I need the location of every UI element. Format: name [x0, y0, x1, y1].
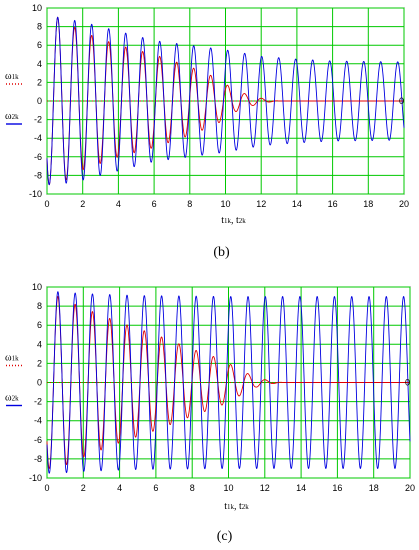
x-tick-label: 2	[80, 199, 85, 209]
x-tick-label: 8	[190, 483, 195, 493]
chart-1: 00 2 4 6 8 10 12 14 16 18 201086420-2-4-6-8-10t1k,…	[5, 282, 415, 544]
x-tick-label: 2	[81, 483, 86, 493]
figure-caption: (c)	[217, 529, 233, 544]
y-tick-label: 8	[37, 301, 42, 311]
x-tick-label: 18	[363, 199, 373, 209]
x-axis-label-part: k	[228, 217, 232, 225]
y-tick-label: -10	[29, 473, 42, 483]
x-tick-label: 16	[332, 483, 342, 493]
y-tick-label: 2	[37, 358, 42, 368]
y-axis-label-series2: ω2k	[5, 393, 19, 404]
x-axis-label-part: t	[224, 501, 227, 512]
x-tick-label: 16	[328, 199, 338, 209]
x-axis-label-part: k	[231, 503, 235, 511]
series-line-omega1	[46, 295, 410, 470]
x-tick-label: 0	[44, 199, 49, 209]
x-axis-label-part: t	[221, 215, 224, 226]
end-value-label: 0	[399, 96, 404, 106]
y-tick-label: 2	[37, 77, 42, 87]
x-tick-label: 20	[405, 483, 415, 493]
x-tick-label: 4	[116, 199, 121, 209]
y-tick-label: -4	[34, 133, 42, 143]
x-axis-label-part: 1	[227, 503, 231, 511]
x-tick-label: 12	[260, 483, 270, 493]
y-tick-label: -6	[34, 435, 42, 445]
x-axis-label-part: , t	[234, 501, 242, 512]
y-tick-label: 0	[37, 96, 42, 106]
x-tick-label: 0	[44, 483, 49, 493]
x-tick-label: 20	[399, 199, 409, 209]
y-tick-label: 6	[37, 320, 42, 330]
y-axis-label-series1: ω1k	[5, 71, 19, 82]
y-tick-label: -10	[29, 189, 42, 199]
y-tick-label: -8	[34, 170, 42, 180]
y-tick-label: 6	[37, 40, 42, 50]
y-tick-label: 0	[37, 378, 42, 388]
y-tick-label: -8	[34, 454, 42, 464]
x-axis-label-part: 1	[224, 217, 228, 225]
y-tick-label: -2	[34, 115, 42, 125]
x-axis-label: t1k, t2k	[224, 501, 249, 512]
x-tick-label: 6	[152, 199, 157, 209]
x-tick-label: 4	[117, 483, 122, 493]
x-tick-label: 6	[153, 483, 158, 493]
y-tick-label: -6	[34, 152, 42, 162]
x-axis-label: t1k, t2k	[221, 215, 246, 226]
y-tick-label: 10	[32, 282, 42, 292]
y-tick-label: 8	[37, 22, 42, 32]
y-tick-label: 4	[37, 59, 42, 69]
x-tick-label: 10	[220, 199, 230, 209]
y-tick-label: -2	[34, 397, 42, 407]
y-axis-label-series1: ω1k	[5, 353, 19, 364]
x-tick-label: 10	[223, 483, 233, 493]
x-tick-label: 14	[292, 199, 302, 209]
y-tick-label: -4	[34, 416, 42, 426]
x-tick-label: 14	[296, 483, 306, 493]
x-tick-label: 12	[256, 199, 266, 209]
x-axis-label-part: 2	[239, 217, 243, 225]
x-tick-label: 8	[187, 199, 192, 209]
y-tick-label: 10	[32, 3, 42, 13]
series-line-omega2	[46, 291, 411, 474]
y-axis-label-series2: ω2k	[5, 111, 19, 122]
end-value-label: 0	[405, 378, 410, 388]
x-tick-label: 18	[369, 483, 379, 493]
x-axis-label-part: , t	[231, 215, 239, 226]
series-line-omega2	[46, 16, 405, 186]
chart-0: 00 2 4 6 8 10 12 14 16 18 201086420-2-4-6-8-10t1k,…	[5, 3, 409, 260]
x-axis-label-part: k	[242, 217, 246, 225]
x-axis-label-part: 2	[242, 503, 246, 511]
y-tick-label: 4	[37, 339, 42, 349]
x-axis-label-part: k	[245, 503, 249, 511]
figure-caption: (b)	[213, 245, 230, 260]
